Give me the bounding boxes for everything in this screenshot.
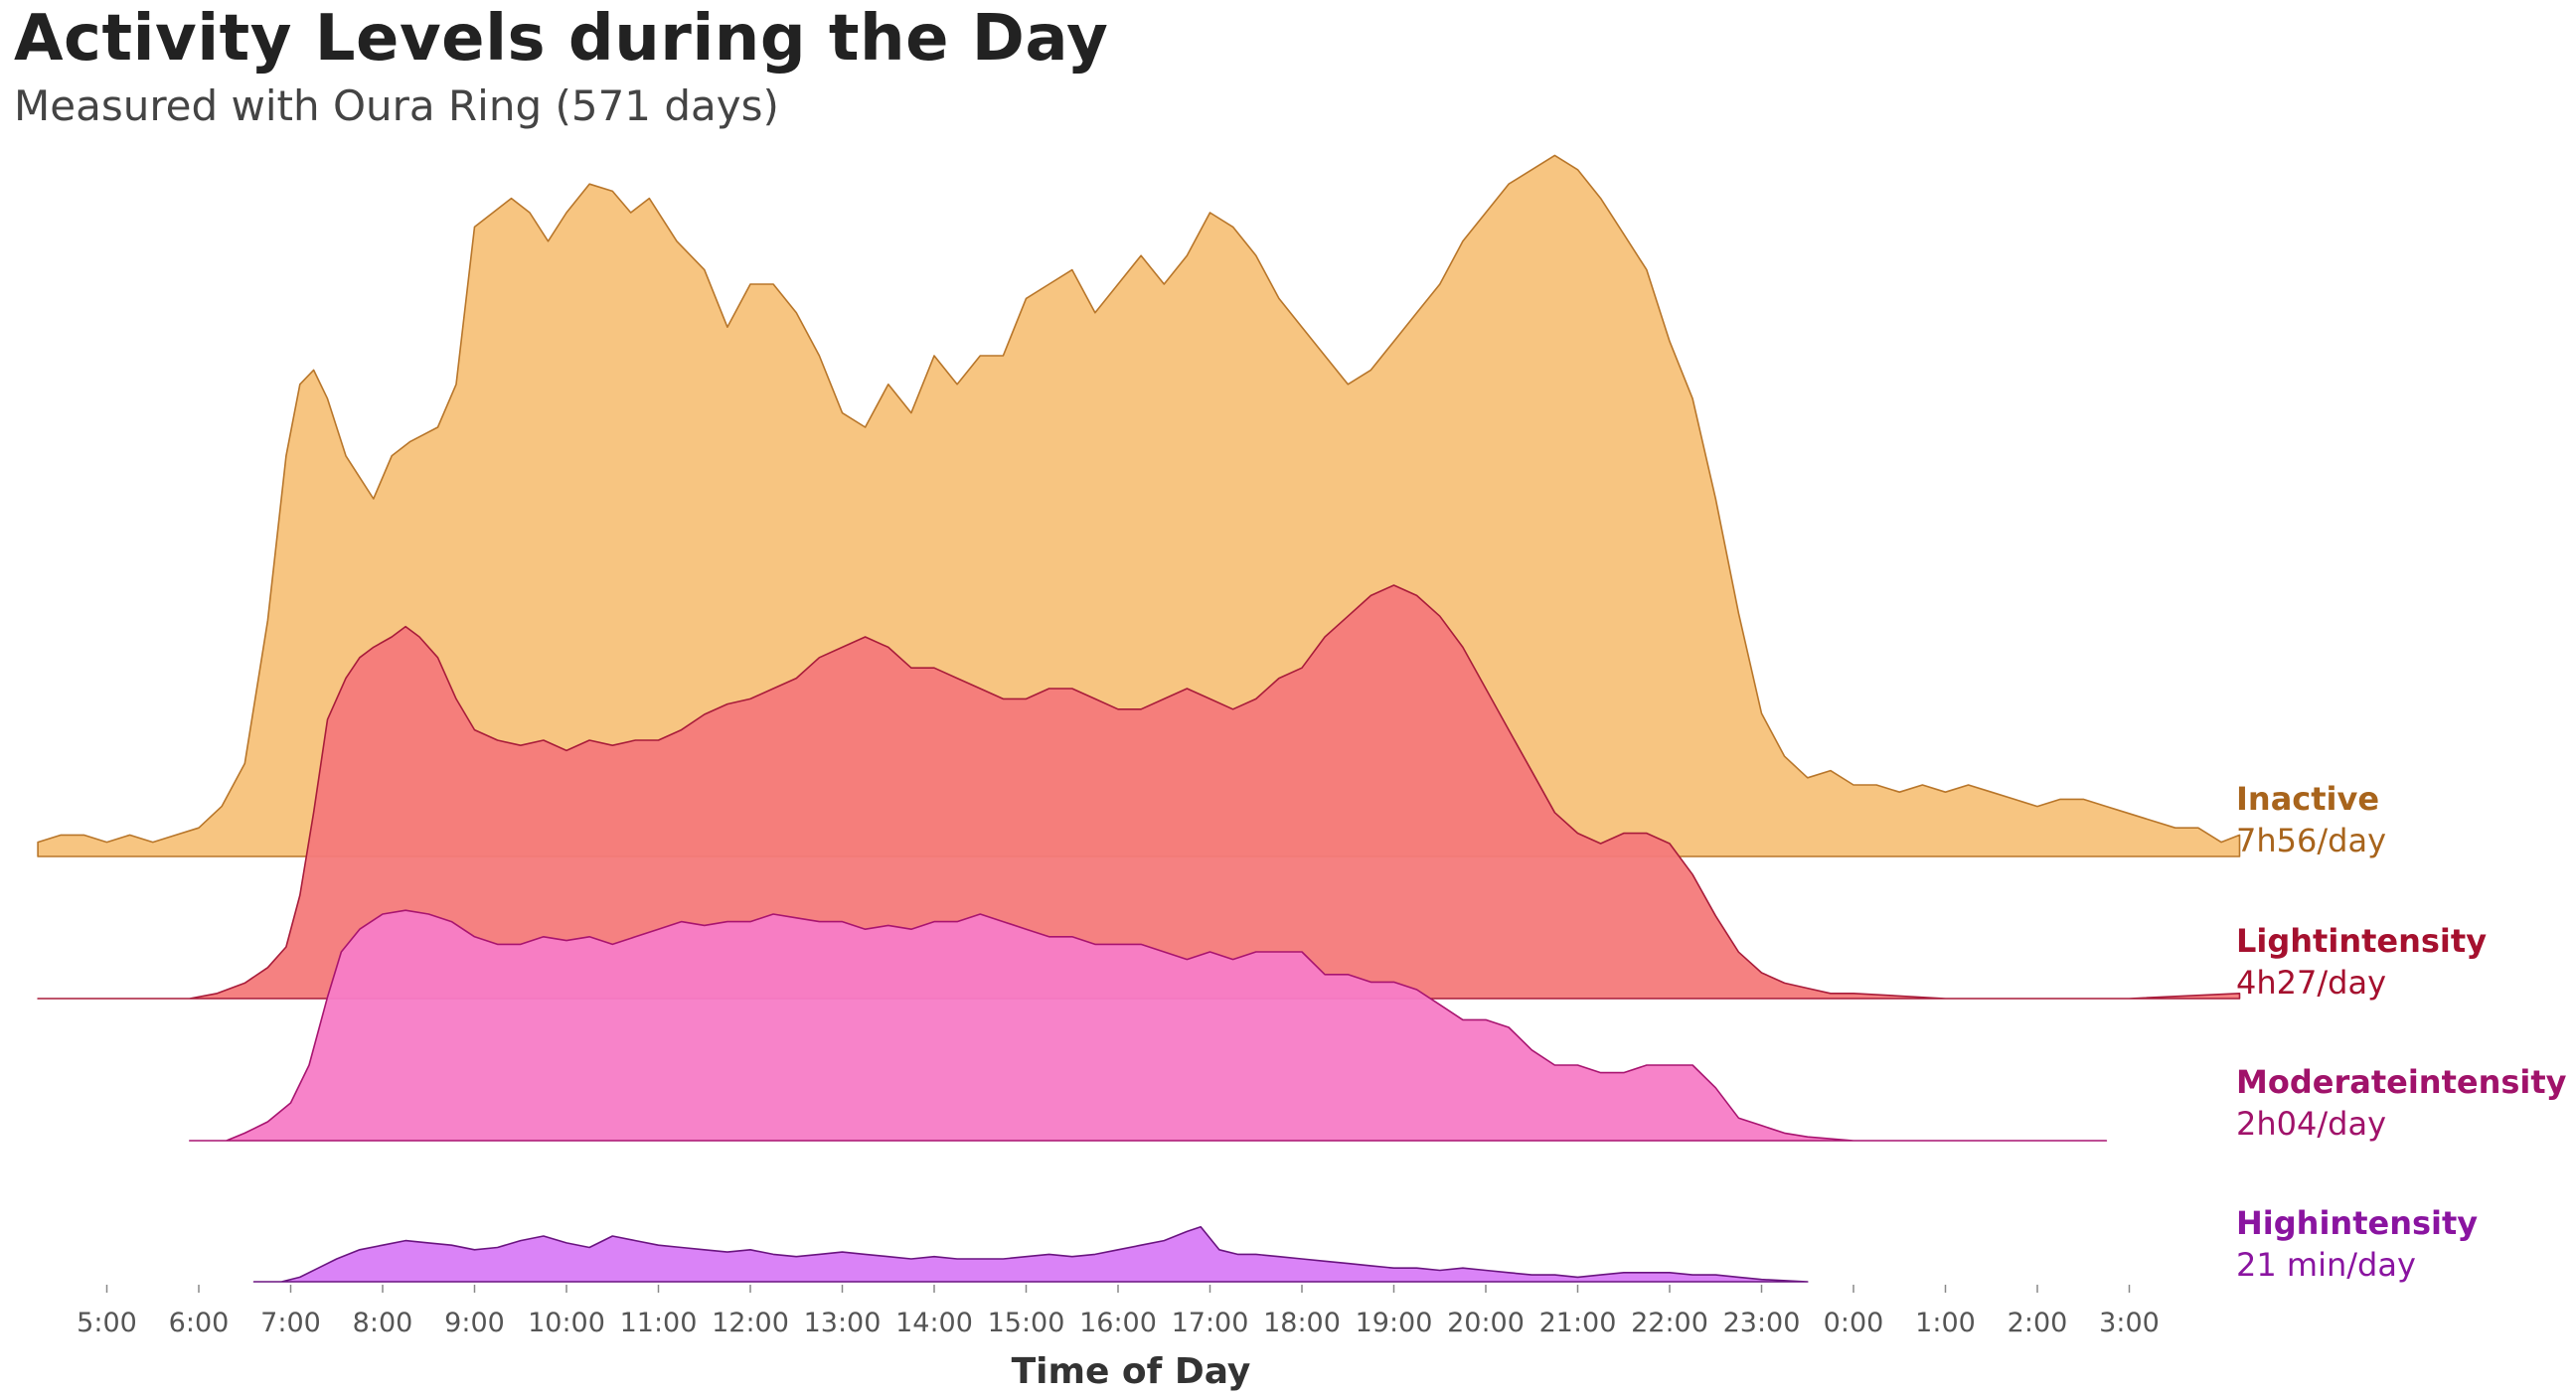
x-tick-label: 19:00 bbox=[1356, 1308, 1433, 1338]
x-tick-label: 1:00 bbox=[1915, 1308, 1976, 1338]
ridge-moderateintensity bbox=[189, 909, 2108, 1142]
x-tick-label: 15:00 bbox=[988, 1308, 1065, 1338]
x-tick-label: 9:00 bbox=[444, 1308, 505, 1338]
series-label-lightintensity: Lightintensity bbox=[2236, 922, 2487, 960]
x-tick-label: 16:00 bbox=[1079, 1308, 1157, 1338]
series-value-lightintensity: 4h27/day bbox=[2236, 964, 2386, 1002]
ridges-group bbox=[37, 154, 2241, 1283]
x-tick-label: 0:00 bbox=[1824, 1308, 1884, 1338]
x-tick-label: 12:00 bbox=[712, 1308, 789, 1338]
series-labels-group: Inactive 7h56/day Lightintensity 4h27/day Mo… bbox=[2236, 780, 2567, 1284]
chart-subtitle: Measured with Oura Ring (571 days) bbox=[14, 81, 779, 130]
x-tick-label: 8:00 bbox=[353, 1308, 413, 1338]
x-tick-label: 5:00 bbox=[77, 1308, 137, 1338]
x-tick-label: 6:00 bbox=[169, 1308, 230, 1338]
ridge-lightintensity bbox=[37, 584, 2241, 1000]
x-tick-label: 13:00 bbox=[804, 1308, 882, 1338]
series-value-highintensity: 21 min/day bbox=[2236, 1246, 2416, 1284]
x-axis-title: Time of Day bbox=[1012, 1351, 1251, 1392]
x-tick-label: 23:00 bbox=[1723, 1308, 1801, 1338]
x-tick-label: 22:00 bbox=[1631, 1308, 1708, 1338]
x-tick-label: 2:00 bbox=[2008, 1308, 2068, 1338]
x-tick-label: 10:00 bbox=[528, 1308, 605, 1338]
ridge-highintensity bbox=[252, 1226, 1809, 1283]
series-value-moderateintensity: 2h04/day bbox=[2236, 1105, 2386, 1143]
x-axis: 5:00 6:00 7:00 8:00 9:00 10:00 11:00 12:00 13:00… bbox=[77, 1285, 2160, 1338]
x-tick-label: 21:00 bbox=[1539, 1308, 1617, 1338]
x-tick-label: 17:00 bbox=[1172, 1308, 1249, 1338]
series-label-inactive: Inactive bbox=[2236, 780, 2379, 818]
series-label-highintensity: Highintensity bbox=[2236, 1204, 2478, 1242]
series-label-moderateintensity: Moderateintensity bbox=[2236, 1063, 2567, 1101]
series-value-inactive: 7h56/day bbox=[2236, 822, 2386, 859]
chart-title: Activity Levels during the Day bbox=[14, 2, 1109, 76]
x-tick-label: 20:00 bbox=[1447, 1308, 1525, 1338]
x-tick-label: 11:00 bbox=[620, 1308, 698, 1338]
x-tick-label: 3:00 bbox=[2099, 1308, 2160, 1338]
x-tick-label: 14:00 bbox=[895, 1308, 973, 1338]
x-tick-label: 7:00 bbox=[260, 1308, 321, 1338]
ridge-inactive bbox=[37, 154, 2241, 857]
x-tick-label: 18:00 bbox=[1263, 1308, 1341, 1338]
